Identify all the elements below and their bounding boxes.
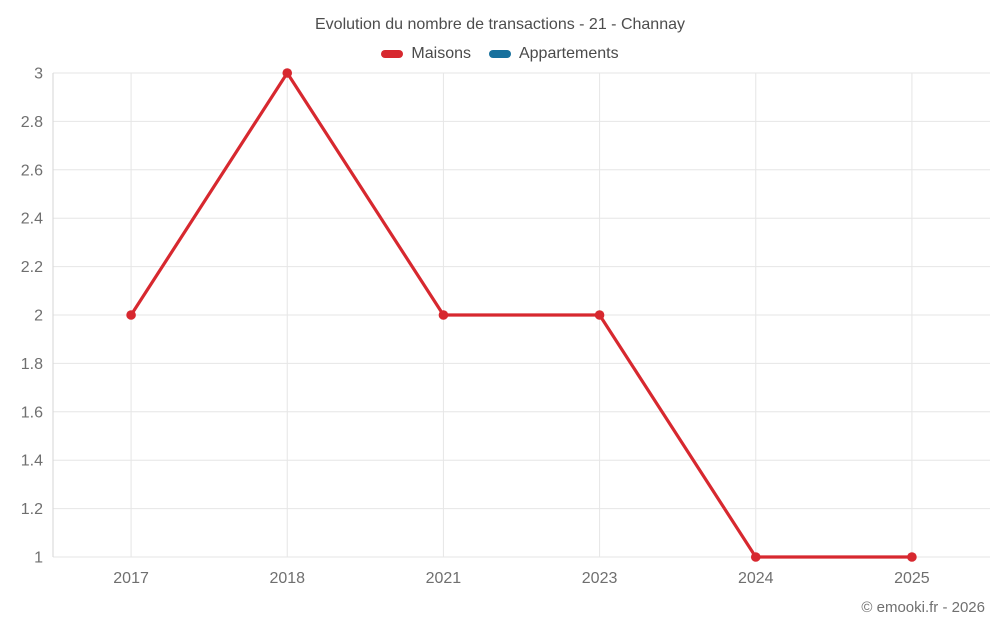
- x-tick-label: 2024: [738, 570, 774, 587]
- y-tick-label: 2.8: [21, 114, 43, 131]
- y-tick-label: 2.6: [21, 162, 43, 179]
- x-tick-label: 2017: [113, 570, 149, 587]
- data-point-maisons[interactable]: [126, 310, 136, 320]
- y-tick-label: 1.4: [21, 453, 43, 470]
- legend-label: Maisons: [411, 45, 471, 62]
- y-tick-label: 1.6: [21, 404, 43, 421]
- y-tick-label: 2: [34, 308, 43, 325]
- data-point-maisons[interactable]: [750, 552, 761, 562]
- series-line-maisons: [129, 71, 914, 559]
- legend-swatch-appartements: [488, 50, 511, 58]
- y-tick-label: 3: [34, 66, 43, 83]
- y-tick-label: 2.4: [21, 211, 43, 228]
- x-tick-label: 2023: [582, 570, 618, 587]
- legend-item-appartements[interactable]: Appartements: [488, 45, 619, 63]
- legend: Maisons Appartements: [0, 45, 1000, 63]
- y-tick-label: 1.8: [21, 356, 43, 373]
- legend-item-maisons[interactable]: Maisons: [381, 45, 471, 63]
- chart-title: Evolution du nombre de transactions - 21…: [315, 16, 685, 33]
- data-point-maisons[interactable]: [907, 552, 917, 562]
- x-tick-label: 2025: [894, 570, 930, 587]
- y-tick-label: 1.2: [21, 501, 43, 518]
- data-point-maisons[interactable]: [438, 310, 449, 320]
- y-tick-label: 2.2: [21, 259, 43, 276]
- x-tick-label: 2018: [269, 570, 305, 587]
- legend-swatch-maisons: [381, 50, 404, 58]
- x-tick-label: 2021: [426, 570, 462, 587]
- data-point-maisons[interactable]: [282, 68, 293, 78]
- legend-label: Appartements: [518, 45, 619, 62]
- y-tick-label: 1: [34, 550, 43, 567]
- data-point-maisons[interactable]: [594, 310, 605, 320]
- copyright: © emooki.fr - 2026: [861, 599, 985, 616]
